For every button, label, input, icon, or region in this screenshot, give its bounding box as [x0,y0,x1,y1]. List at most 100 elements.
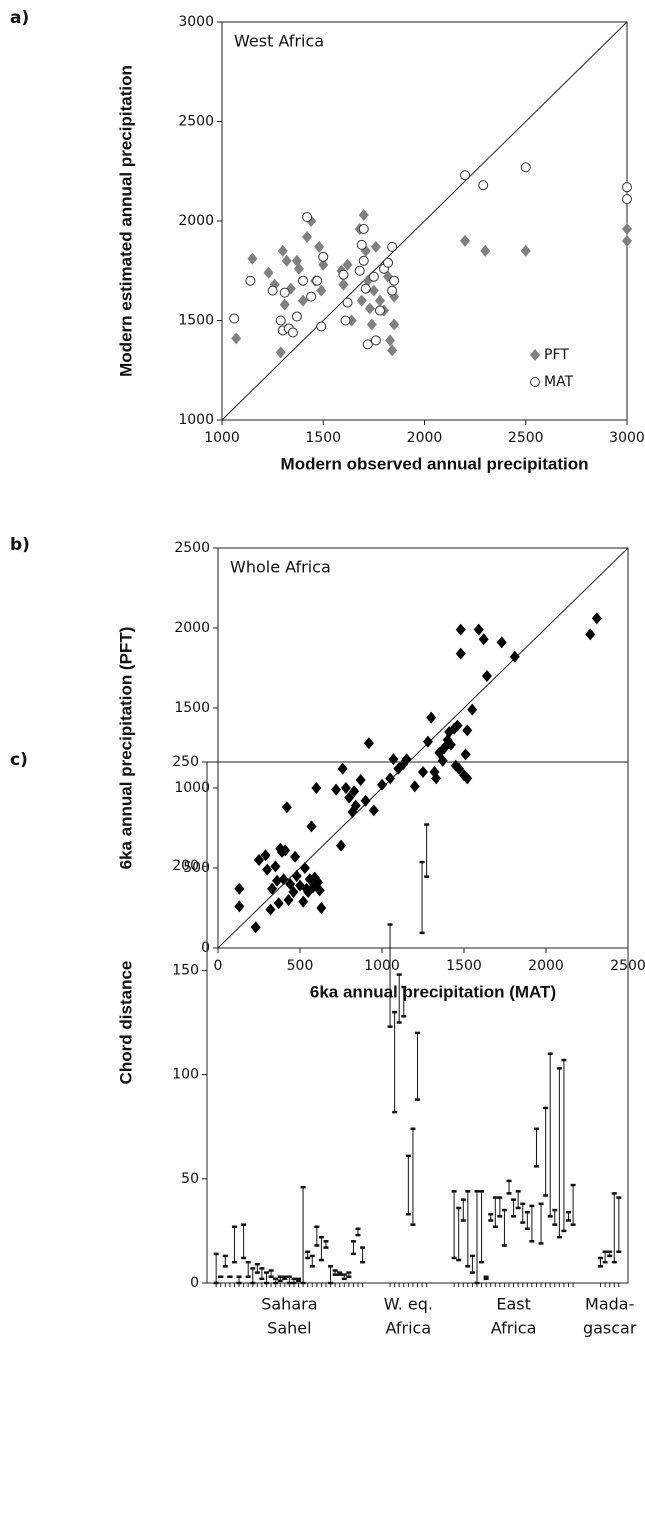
annotation: West Africa [234,32,324,51]
point [385,772,396,785]
point [331,783,342,796]
point [467,703,478,716]
x-tick-label: 1500 [305,430,341,446]
x-tick-label: 2000 [407,430,443,446]
point [306,820,317,833]
point [462,772,473,785]
y-tick-label: 2500 [174,540,210,556]
point [247,252,258,265]
point [293,262,304,275]
point [298,275,308,286]
point [422,735,433,748]
point [318,251,329,262]
panel-label: a) [10,8,29,28]
point [267,882,278,895]
point [229,313,240,324]
plot-frame [217,547,629,949]
point [437,754,448,767]
y-tick-label: 50 [181,1171,199,1187]
point [254,854,264,866]
group-label: East [496,1295,531,1314]
point [460,748,471,761]
point [275,346,286,359]
point [281,254,292,267]
x-axis-title: 6ka annual precipitation (MAT) [310,982,556,1001]
panel-label: c) [10,750,28,770]
point [360,283,371,294]
point [387,285,398,296]
point [368,271,379,282]
point [509,650,520,663]
x-tick-label: 500 [287,958,314,974]
y-tick-label: 2000 [178,213,214,229]
point [385,334,396,347]
point [288,886,299,898]
y-tick-label: 1500 [174,700,210,716]
point [290,850,301,863]
point [355,774,366,786]
point [287,327,298,338]
point [273,897,284,910]
y-tick-label: 1000 [178,412,214,428]
point [291,311,302,322]
point [298,294,308,307]
point [356,239,367,250]
point [418,766,428,778]
point [350,799,361,812]
point [283,894,294,906]
point [344,791,355,804]
point [520,162,531,173]
point [262,863,273,876]
point [370,335,381,346]
point [356,294,367,307]
y-tick-label: 500 [183,860,210,876]
point [272,874,283,887]
point [383,257,394,268]
y-axis-title: 6ka annual precipitation (PFT) [116,627,135,870]
point [460,234,470,247]
point [231,332,242,345]
point [480,244,491,257]
point [342,297,353,308]
point [431,772,442,785]
x-tick-label: 1000 [204,430,240,446]
y-tick-label: 1500 [178,313,214,329]
point [622,182,632,193]
point [366,318,377,331]
point [362,339,373,350]
point [291,870,302,882]
point [585,628,596,641]
point [336,839,346,852]
one-to-one-line [217,547,629,949]
group-label: Africa [491,1319,537,1338]
point [260,849,271,862]
point [622,234,632,247]
y-axis-title: Chord distance [116,961,135,1085]
point [374,294,385,307]
point [337,762,348,775]
point [314,240,325,253]
point [481,670,492,682]
point [299,862,310,874]
point [452,719,463,732]
point [622,222,632,235]
point [245,275,256,286]
y-tick-label: 250 [172,754,199,770]
point [455,647,466,660]
point [302,212,313,223]
point [387,241,398,252]
point [314,884,325,897]
point [234,882,245,895]
panel-label: b) [10,535,30,555]
y-tick-label: 3000 [178,14,214,30]
point [358,209,369,222]
point [496,636,507,649]
point [342,258,353,271]
point [445,738,456,751]
group-label: gascar [583,1319,637,1338]
plot-frame [206,761,629,1284]
group-label: Africa [386,1319,432,1338]
point [316,321,327,332]
